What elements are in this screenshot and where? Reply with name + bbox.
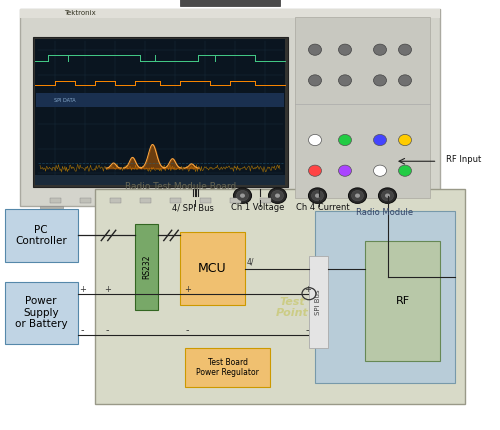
- Circle shape: [312, 190, 324, 201]
- Circle shape: [272, 190, 283, 201]
- Bar: [50, 198, 61, 203]
- Text: -: -: [106, 325, 109, 335]
- Bar: [5, 209, 78, 262]
- Circle shape: [398, 75, 411, 86]
- Text: 4/ SPI Bus: 4/ SPI Bus: [172, 203, 213, 212]
- Text: MCU: MCU: [198, 262, 227, 275]
- Circle shape: [355, 194, 360, 198]
- Bar: [170, 198, 181, 203]
- Text: RF: RF: [396, 296, 409, 306]
- Bar: [15, 0, 445, 211]
- Circle shape: [338, 165, 351, 176]
- Text: SPI Bus: SPI Bus: [315, 289, 321, 315]
- Text: -: -: [81, 325, 84, 335]
- Text: SPI DATA: SPI DATA: [54, 98, 76, 103]
- Bar: [135, 224, 158, 310]
- Text: +: +: [79, 285, 86, 294]
- Bar: [20, 9, 440, 206]
- Circle shape: [352, 190, 364, 201]
- Circle shape: [385, 194, 390, 198]
- Bar: [140, 198, 151, 203]
- Text: PC
Controller: PC Controller: [16, 224, 67, 246]
- Circle shape: [374, 75, 386, 86]
- Circle shape: [398, 165, 411, 176]
- Bar: [20, 9, 440, 18]
- Bar: [180, 232, 245, 305]
- Text: RF Input: RF Input: [446, 156, 482, 164]
- Text: +: +: [304, 285, 311, 294]
- Text: +: +: [184, 285, 191, 294]
- Circle shape: [308, 165, 322, 176]
- Circle shape: [374, 44, 386, 55]
- Text: 4/: 4/: [246, 258, 254, 267]
- Text: +: +: [104, 285, 111, 294]
- Bar: [36, 93, 284, 108]
- Circle shape: [398, 44, 411, 55]
- Bar: [40, 206, 62, 214]
- Text: Radio Module: Radio Module: [356, 209, 414, 217]
- Text: -: -: [186, 325, 189, 335]
- Bar: [185, 348, 270, 387]
- Circle shape: [348, 188, 366, 203]
- Circle shape: [240, 194, 245, 198]
- Text: Power
Supply
or Battery: Power Supply or Battery: [15, 296, 68, 329]
- Circle shape: [374, 135, 386, 146]
- Circle shape: [338, 44, 351, 55]
- Bar: [80, 198, 91, 203]
- Bar: [315, 211, 455, 383]
- Bar: [230, 198, 241, 203]
- Circle shape: [315, 194, 320, 198]
- Circle shape: [398, 135, 411, 146]
- Bar: [295, 17, 430, 198]
- Circle shape: [308, 75, 322, 86]
- Bar: [35, 39, 285, 185]
- Circle shape: [382, 190, 394, 201]
- Bar: [180, 0, 280, 6]
- Bar: [35, 175, 285, 185]
- Circle shape: [268, 188, 286, 203]
- Bar: [200, 198, 211, 203]
- Circle shape: [338, 135, 351, 146]
- Circle shape: [378, 188, 396, 203]
- Text: Tektronix: Tektronix: [64, 10, 96, 16]
- Bar: [260, 198, 271, 203]
- Circle shape: [236, 190, 248, 201]
- Text: Ch 1 Voltage: Ch 1 Voltage: [231, 203, 284, 212]
- Circle shape: [275, 194, 280, 198]
- Circle shape: [308, 44, 322, 55]
- Circle shape: [308, 135, 322, 146]
- Bar: [5, 282, 78, 344]
- Circle shape: [234, 188, 252, 203]
- Bar: [32, 37, 288, 187]
- Text: Radio Test Module Board: Radio Test Module Board: [125, 182, 236, 191]
- Text: Ch 4 Current: Ch 4 Current: [296, 203, 350, 212]
- Circle shape: [308, 188, 326, 203]
- Text: Test Board
Power Regulator: Test Board Power Regulator: [196, 358, 259, 378]
- Bar: [365, 241, 440, 361]
- Text: RS232: RS232: [142, 255, 151, 279]
- Text: Test
Point: Test Point: [276, 297, 309, 318]
- Bar: [110, 198, 121, 203]
- Bar: [95, 189, 465, 404]
- Bar: [308, 256, 328, 348]
- Text: -: -: [306, 325, 309, 335]
- Circle shape: [338, 75, 351, 86]
- Circle shape: [374, 165, 386, 176]
- Bar: [405, 206, 427, 214]
